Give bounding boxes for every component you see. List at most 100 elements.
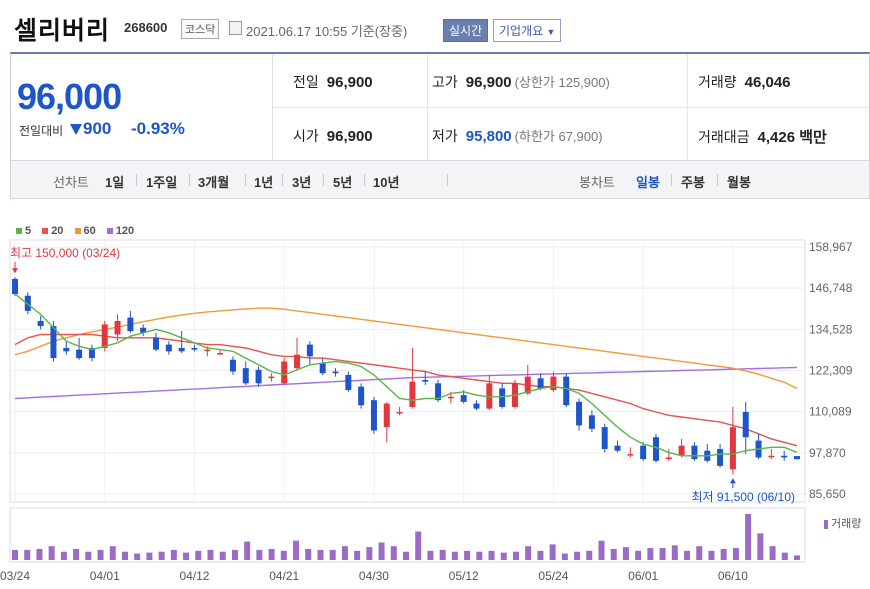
datetime-text: 2021.06.17 10:55 기준(장중): [246, 21, 407, 40]
low-label: 저가: [432, 128, 458, 144]
volume-bar: [48, 546, 55, 560]
chevron-down-icon: ▼: [546, 27, 556, 37]
tab-10years[interactable]: 10년: [373, 175, 400, 190]
company-overview-button[interactable]: 기업개요 ▼: [493, 19, 562, 42]
prev-close: 전일 96,900: [293, 72, 373, 92]
tab-daily[interactable]: 일봉: [636, 175, 660, 190]
y-tick-label: 122,309: [809, 363, 853, 377]
candle-body: [140, 327, 147, 333]
prev-close-value: 96,900: [326, 74, 373, 91]
candle-body: [191, 347, 198, 350]
volume-bar: [708, 550, 715, 560]
open-price: 시가 96,900: [293, 126, 373, 146]
candle-body: [665, 457, 672, 460]
volume-bar: [183, 552, 190, 560]
volume-frame: [9, 507, 806, 563]
realtime-button[interactable]: 실시간: [443, 19, 489, 42]
open-value: 96,900: [326, 128, 373, 145]
volume-bar: [85, 551, 92, 560]
price-summary: 96,000 전일대비 900 -0.93% 전일 96,900 시가 96,900…: [10, 52, 870, 161]
tab-separator: [717, 174, 718, 186]
candle-body: [281, 361, 288, 384]
candle-body: [729, 427, 736, 470]
line-chart-label: 선차트: [53, 175, 89, 190]
lower-limit-text: (하한가 67,900): [514, 129, 603, 144]
chart-period-tabs: 선차트 1일 1주일 3개월 1년 3년 5년 10년 봉차트 일봉 주봉 월봉: [10, 160, 870, 199]
candle-body: [550, 376, 557, 391]
candle-body: [678, 445, 685, 456]
volume-bar: [170, 549, 177, 560]
y-tick-label: 97,870: [809, 446, 846, 460]
volume-bar: [745, 514, 752, 560]
candle-body: [794, 456, 800, 460]
low-annotation: 최저 91,500 (06/10): [692, 490, 795, 504]
volume-bar: [73, 548, 80, 560]
volume: 거래량 46,046: [698, 72, 791, 92]
tab-separator: [136, 174, 137, 186]
volume-bar: [60, 551, 67, 560]
tab-1year[interactable]: 1년: [254, 175, 274, 190]
volume-bar: [635, 550, 642, 560]
volume-bar: [586, 550, 593, 560]
high-annotation: 최고 150,000 (03/24): [10, 246, 120, 260]
volume-bar: [451, 551, 458, 560]
volume-bar: [244, 541, 251, 560]
tab-monthly[interactable]: 월봉: [727, 175, 751, 190]
volume-legend-label: 거래량: [831, 518, 862, 530]
candle-body: [217, 353, 224, 355]
volume-value: 46,046: [744, 74, 791, 91]
volume-bar: [464, 550, 471, 560]
volume-bar: [24, 549, 31, 560]
tab-separator: [671, 174, 672, 186]
volume-bar: [256, 549, 263, 560]
tab-1day[interactable]: 1일: [105, 175, 125, 190]
candle-body: [691, 445, 698, 460]
tab-separator: [447, 174, 448, 186]
y-tick-label: 110,089: [809, 405, 852, 419]
tab-weekly[interactable]: 주봉: [681, 175, 705, 190]
volume-bar: [97, 549, 104, 560]
candle-body: [422, 379, 429, 382]
low-arrow-head: [729, 478, 736, 484]
legend-ma60-label: 60: [83, 225, 96, 237]
down-triangle-icon: [70, 124, 82, 135]
legend-ma5-label: 5: [25, 225, 32, 237]
volume-bar: [366, 547, 373, 560]
high-price: 고가 96,900 (상한가 125,900): [432, 72, 610, 92]
x-tick-label: 04/21: [269, 569, 299, 583]
candle-body: [358, 386, 365, 406]
tab-3months[interactable]: 3개월: [198, 175, 230, 190]
volume-bar: [305, 548, 312, 560]
volume-bar: [781, 552, 788, 560]
candle-body: [383, 403, 390, 428]
legend-ma120-label: 120: [115, 225, 135, 237]
candle-body: [473, 403, 480, 409]
volume-bar: [476, 551, 483, 560]
stock-header: 셀리버리 268600 코스닥 2021.06.17 10:55 기준(장중) …: [0, 0, 870, 45]
candle-body: [614, 445, 621, 451]
candle-body: [768, 455, 775, 458]
x-tick-label: 04/12: [179, 569, 209, 583]
trade-value: 거래대금 4,426 백만: [698, 126, 827, 147]
volume-bar: [195, 550, 202, 560]
tab-separator: [245, 174, 246, 186]
volume-bar: [207, 549, 214, 560]
tab-3years[interactable]: 3년: [292, 175, 312, 190]
trade-value-value: 4,426 백만: [757, 129, 827, 146]
volume-bar: [293, 540, 300, 560]
candle-body: [63, 347, 70, 352]
ma5-line: [14, 293, 798, 457]
x-tick-label: 04/01: [90, 569, 120, 583]
candle-body: [576, 401, 583, 426]
volume-bar: [317, 549, 324, 560]
tab-1week[interactable]: 1주일: [146, 175, 178, 190]
candle-body: [563, 376, 570, 406]
candle-body: [781, 455, 788, 458]
y-tick-label: 85,650: [809, 487, 846, 501]
tab-5years[interactable]: 5년: [333, 175, 353, 190]
stock-name: 셀리버리: [14, 17, 111, 45]
candle-body: [370, 400, 377, 431]
basis-text: 기준(장중): [350, 24, 408, 39]
open-label: 시가: [293, 128, 319, 144]
y-tick-label: 134,528: [809, 322, 853, 336]
